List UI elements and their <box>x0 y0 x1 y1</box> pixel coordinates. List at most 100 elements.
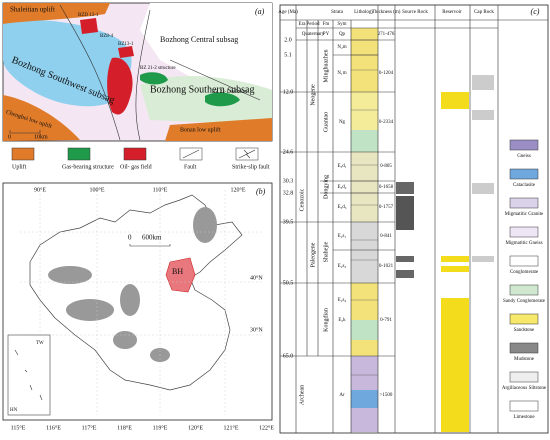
reservoir <box>441 266 469 272</box>
lithology <box>351 222 378 283</box>
gas-structure <box>140 72 168 85</box>
lon-tick: 122°E <box>259 424 274 431</box>
reservoir <box>441 298 469 432</box>
column-text: PY <box>323 32 330 37</box>
cap-rock <box>472 75 494 90</box>
legend-label: Oil- gas field <box>120 163 152 170</box>
column-text: 30.3 <box>283 178 294 184</box>
column-text: Shahejie <box>323 241 329 262</box>
legend-swatch <box>509 371 539 383</box>
lon-tick: 119°E <box>153 424 168 431</box>
column-text: 0-841 <box>380 234 392 239</box>
legend-label: Gneiss <box>517 154 531 159</box>
column-text: Paleogene <box>310 242 316 267</box>
legend-a: Uplift Gas-bearing structure Oil- gas fi… <box>11 147 270 170</box>
column-text: 50.5 <box>283 280 294 286</box>
column-text: Guantao <box>323 112 329 132</box>
lon-tick: 110°E <box>153 186 168 193</box>
oil-gas-field <box>107 57 133 115</box>
column-text: Fm <box>323 22 330 27</box>
legend-swatch <box>11 147 35 161</box>
bohai-basin <box>165 257 196 293</box>
fault-symbol <box>182 149 200 159</box>
reservoir <box>441 92 469 109</box>
strike-slip-symbol <box>238 149 256 159</box>
column-text: Minghuazhen <box>323 50 329 83</box>
column-text: E₃d₂ <box>337 185 346 190</box>
legend-label: Uplift <box>12 163 27 170</box>
oil-gas-field <box>118 46 134 58</box>
column-text: Age (Ma) <box>278 10 298 15</box>
scale-label: 10km <box>34 134 48 140</box>
column-text: E₃d₃ <box>337 205 346 210</box>
column-text: >1500 <box>380 393 393 398</box>
scale-label: 600km <box>142 234 162 242</box>
legend-swatch <box>509 168 539 180</box>
place-label: Bozhong Southern subsag <box>150 84 254 95</box>
column-text: 0-1658 <box>379 185 394 190</box>
lithology <box>351 28 378 92</box>
column-text: E₃d₁ <box>337 164 346 169</box>
legend-label: Gas-bearing structure <box>62 164 114 170</box>
lon-tick: 100°E <box>89 186 104 193</box>
legend-label: Sandstone <box>514 328 535 333</box>
column-text: 271-476 <box>378 32 395 37</box>
legend-label: Argillaceous Siltstone <box>502 386 547 391</box>
column-text: Era <box>299 22 307 27</box>
lon-tick: 90°E <box>34 186 46 193</box>
legend-swatch <box>509 400 539 412</box>
column-text: N₁m <box>337 71 346 76</box>
column-text: Quaternary <box>302 32 325 37</box>
source-rock <box>396 182 414 194</box>
column-text: 2.0 <box>284 37 292 43</box>
legend-label: Migmatitic Granite <box>505 212 544 217</box>
column-text: 5.1 <box>284 52 292 58</box>
lon-tick: 121°E <box>223 424 238 431</box>
place-label: Bozhong Central subsag <box>160 35 238 44</box>
lithology <box>351 130 378 152</box>
lithology-legend: Gneiss Cataclasite Migmatitic Granite Migma… <box>502 139 547 420</box>
reservoir <box>441 256 469 262</box>
scale-bar <box>9 130 41 134</box>
legend-swatch <box>509 284 539 296</box>
column-text: E₂s₄ <box>338 298 347 303</box>
column-text: 0-1204 <box>379 71 394 76</box>
column-text: Lithology <box>354 10 374 15</box>
cap-rock <box>472 256 494 262</box>
field-label: BZ8-4 <box>100 34 114 39</box>
lithology <box>351 152 378 222</box>
source-rock <box>396 256 414 262</box>
column-text: E₂k <box>338 318 346 323</box>
column-text: Strata <box>331 10 343 15</box>
basin <box>193 207 217 243</box>
lon-tick: 120°E <box>230 186 245 193</box>
lon-tick: 116°E <box>46 424 61 431</box>
inset-label: HN <box>10 408 18 413</box>
column-text: 39.5 <box>283 219 294 225</box>
column-text: Age (Ma) Strata Era Period Fm Sym LithologyThi… <box>278 7 540 405</box>
column-text: 32.8 <box>283 190 294 196</box>
lon-tick: 115°E <box>11 424 26 431</box>
column-text: 65.0 <box>283 353 294 359</box>
legend-swatch <box>509 139 539 151</box>
legend-swatch <box>67 147 91 161</box>
column-text: Source Rock <box>402 10 428 15</box>
basin <box>120 284 140 316</box>
legend-label: Conglomerate <box>510 270 539 275</box>
legend-label: Limestone <box>513 415 535 420</box>
column-text: 0-2334 <box>379 120 394 125</box>
legend-swatch <box>509 342 539 354</box>
panel-tag: (b) <box>256 187 266 196</box>
panel-c: Gneiss Cataclasite Migmatitic Granite Migma… <box>278 4 549 434</box>
column-text: Thickness (m) <box>372 10 401 15</box>
legend-label: Fault <box>184 164 197 170</box>
panel-tag: (a) <box>255 7 265 16</box>
gas-structure <box>205 92 240 107</box>
place-label: Bonan low uplift <box>180 126 221 133</box>
field-label: BZ13-1 <box>118 42 134 47</box>
column-text: 0-791 <box>380 318 392 323</box>
source-rock <box>396 196 414 230</box>
column-text: 0-1021 <box>379 264 394 269</box>
inset-label: TW <box>36 341 44 346</box>
